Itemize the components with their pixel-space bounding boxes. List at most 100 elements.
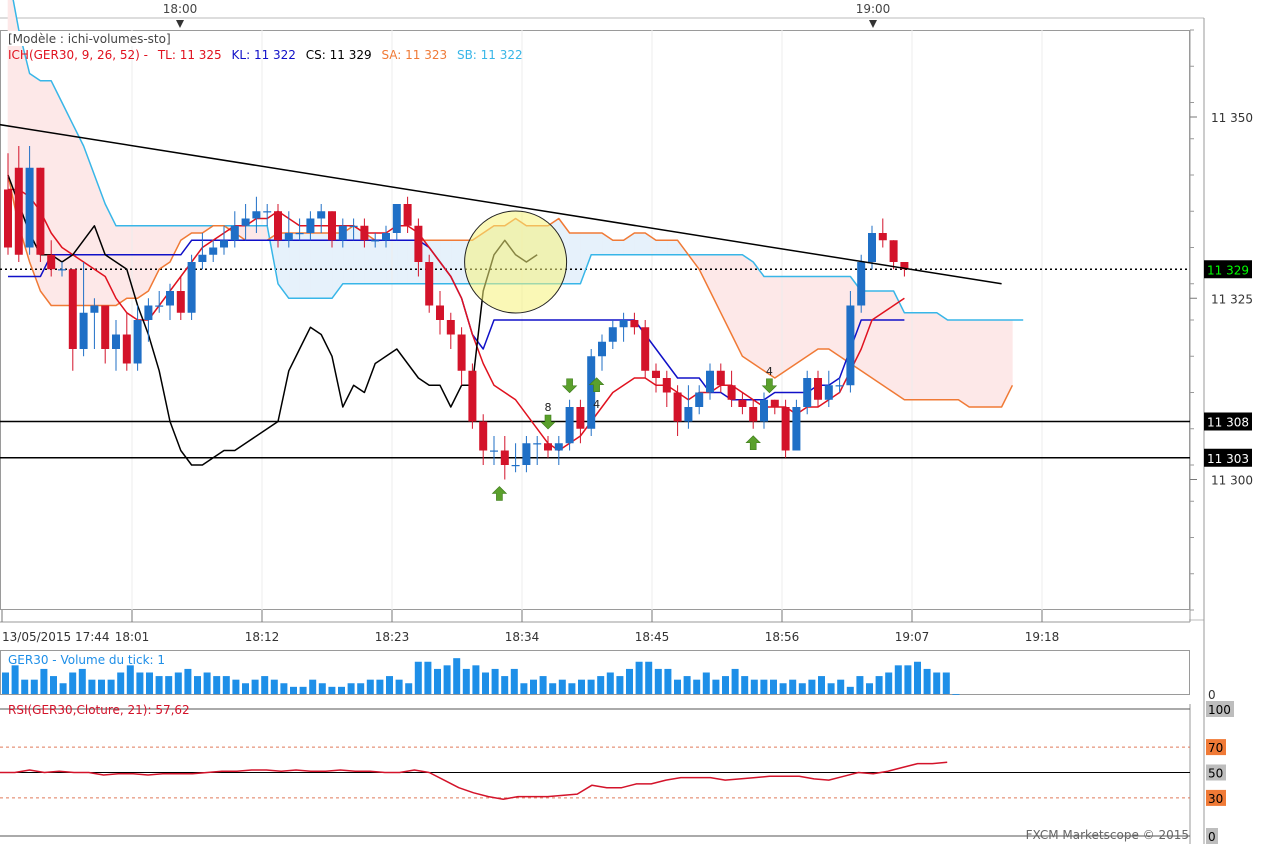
- volume-bar: [98, 679, 105, 694]
- volume-bar: [885, 672, 893, 694]
- volume-bar: [357, 683, 365, 694]
- top-time-label: 18:00: [163, 2, 198, 16]
- candle-body: [900, 262, 909, 270]
- cloud-segment: [914, 312, 927, 401]
- candle-body: [511, 465, 520, 467]
- candle-body: [468, 370, 477, 422]
- cloud-segment: [806, 276, 819, 357]
- volume-bar: [635, 661, 643, 694]
- candle-body: [598, 341, 606, 357]
- arrow-down-icon: [761, 378, 778, 394]
- volume-bar: [645, 661, 653, 694]
- volume-bar: [933, 672, 941, 694]
- volume-bar: [664, 668, 672, 694]
- candle-body: [436, 305, 444, 320]
- pane-frames: [0, 18, 1205, 844]
- candle-body: [727, 385, 736, 400]
- signal-count: 8: [545, 401, 552, 414]
- volume-bar: [213, 676, 221, 694]
- chikou-line: [7, 174, 538, 466]
- volume-bar: [2, 672, 9, 694]
- time-tick-label: 19:07: [895, 630, 930, 644]
- cloud-segment: [245, 225, 257, 241]
- candle-body: [878, 233, 887, 241]
- candle-body: [371, 240, 380, 242]
- candle-body: [587, 356, 596, 429]
- trendline-line[interactable]: [0, 123, 1002, 285]
- candle-body: [554, 443, 563, 451]
- volume-bar: [674, 679, 681, 694]
- cloud-segment: [569, 232, 581, 285]
- candle-body: [25, 167, 34, 248]
- arrow-down-icon: [540, 414, 556, 430]
- time-tick-label: 18:01: [115, 630, 150, 644]
- top-time-bar: 18:00 19:00: [0, 2, 1204, 28]
- candle-body: [209, 247, 218, 255]
- volume-bar: [894, 665, 902, 694]
- volume-bar: [117, 672, 125, 694]
- volume-bars: 0: [2, 658, 1216, 702]
- candle-body: [457, 334, 466, 371]
- cloud-segment: [612, 239, 624, 256]
- rsi-tick-label: 30: [1208, 792, 1223, 806]
- volume-bar: [395, 679, 403, 694]
- volume-bar: [50, 676, 57, 694]
- signal-arrows: 8 4 4: [491, 365, 778, 501]
- rsi-title: RSI(GER30,Cloture, 21): 57,62: [8, 703, 190, 717]
- cloud-segment: [374, 239, 387, 285]
- watermark: FXCM Marketscope © 2015: [1026, 828, 1189, 842]
- candle-body: [166, 291, 174, 306]
- cloud-segment: [288, 232, 300, 299]
- candle-body: [835, 385, 844, 387]
- top-time-label: 19:00: [856, 2, 891, 16]
- candle-body: [58, 269, 66, 271]
- volume-bar: [386, 676, 393, 694]
- volume-bar: [472, 665, 480, 694]
- volume-bar: [146, 672, 153, 694]
- arrow-up-icon: [745, 435, 761, 451]
- cloud-segment: [763, 276, 776, 379]
- volume-bar: [587, 679, 595, 694]
- cloud-segment: [979, 319, 992, 408]
- volume-bar: [539, 676, 547, 694]
- cloud-segment: [871, 290, 884, 386]
- candle-body: [608, 327, 617, 342]
- volume-bar: [530, 679, 537, 694]
- volume-bar: [654, 668, 662, 694]
- volume-bar: [366, 679, 374, 694]
- time-marker-icon: [869, 20, 877, 28]
- volume-bar: [578, 679, 585, 694]
- candle-body: [47, 254, 56, 270]
- ich-label: ICH(GER30, 9, 26, 52) -: [8, 48, 148, 62]
- candle-body: [328, 211, 336, 241]
- candle-body: [133, 320, 142, 364]
- cloud-segment: [439, 239, 452, 285]
- cloud-segment: [191, 225, 203, 234]
- price-tick-label: 11 300: [1211, 474, 1253, 488]
- volume-bar: [242, 683, 249, 694]
- highlight-circle-shape[interactable]: [464, 210, 568, 314]
- trendline[interactable]: [0, 123, 1002, 285]
- volume-bar: [88, 679, 96, 694]
- volume-bar: [309, 679, 317, 694]
- level-tag: [1204, 448, 1252, 467]
- rsi-tag: [1206, 701, 1234, 717]
- volume-bar: [770, 679, 777, 694]
- tenkan-line: [8, 188, 905, 452]
- candle-body: [522, 443, 531, 465]
- price-tick-label: 11 325: [1211, 292, 1253, 306]
- volume-bar: [712, 679, 720, 694]
- ichimoku-legend: ICH(GER30, 9, 26, 52) - TL: 11 325 KL: 1…: [8, 48, 523, 62]
- candle-body: [684, 407, 693, 422]
- cs-value: CS: 11 329: [306, 48, 372, 62]
- signal-count: 4: [593, 398, 600, 411]
- cloud-segment: [785, 276, 797, 372]
- level-tag: [1204, 412, 1252, 431]
- cloud-segment: [752, 261, 765, 372]
- candle-body: [230, 225, 239, 241]
- candle-body: [295, 233, 304, 235]
- volume-bar: [126, 665, 134, 694]
- volume-bar: [174, 672, 182, 694]
- rsi-pane: 100 70 50 30 0: [0, 701, 1234, 844]
